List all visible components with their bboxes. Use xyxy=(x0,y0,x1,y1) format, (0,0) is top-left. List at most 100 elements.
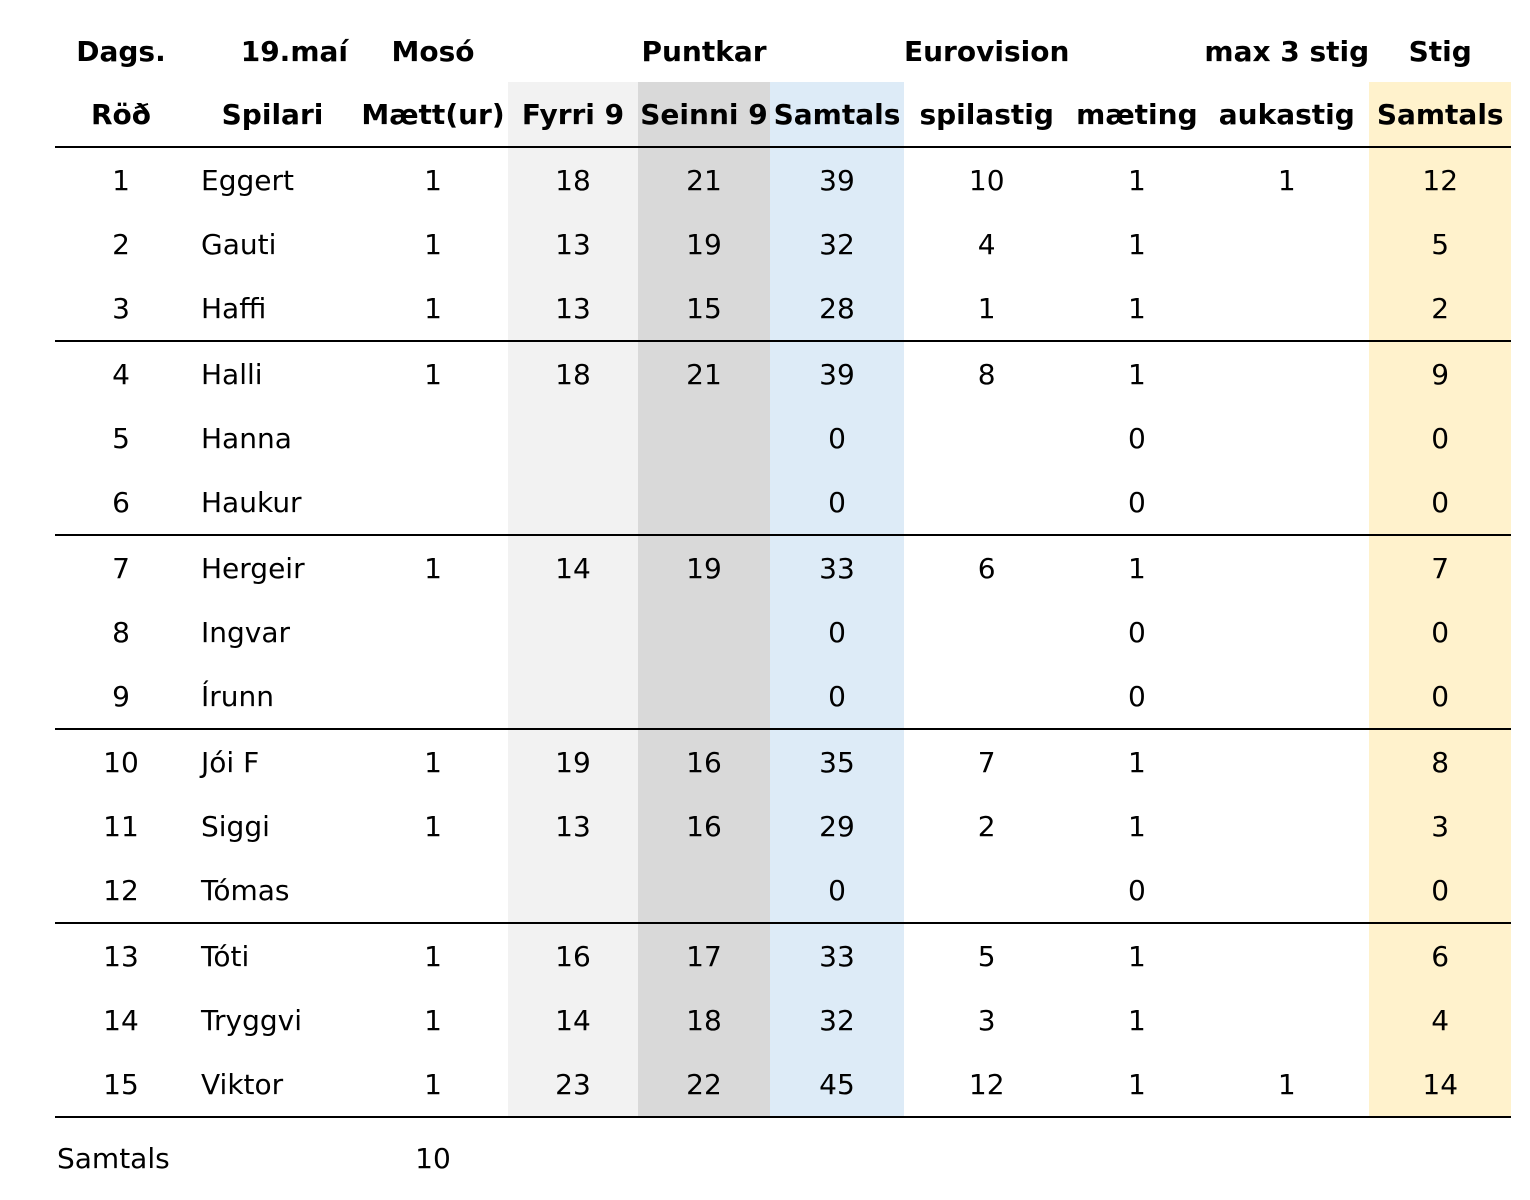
table-row: 12 Tómas 0 0 0 xyxy=(55,858,1512,924)
cell-samtals: 45 xyxy=(770,1052,904,1118)
cell-maett xyxy=(358,470,508,536)
cell-maett xyxy=(358,858,508,924)
col-header-spilari: Spilari xyxy=(187,82,358,148)
cell-player-name: Tómas xyxy=(187,858,358,924)
cell-spilastig: 3 xyxy=(977,1003,996,1037)
cell-rod: 11 xyxy=(103,809,139,843)
cell-stig: 0 xyxy=(1369,406,1512,470)
cell-player-name: Hanna xyxy=(201,421,292,455)
cell-maeting: 0 xyxy=(1069,664,1205,730)
cell-player-name: Haukur xyxy=(187,470,358,536)
cell-samtals: 0 xyxy=(770,858,904,924)
cell-maeting: 1 xyxy=(1127,357,1146,391)
cell-fyrri: 14 xyxy=(508,535,638,600)
cell-aukastig xyxy=(1204,470,1370,536)
cell-samtals: 0 xyxy=(770,664,904,730)
cell-seinni: 19 xyxy=(638,212,770,276)
cell-fyrri xyxy=(508,858,638,924)
cell-seinni: 17 xyxy=(638,923,770,988)
cell-maeting: 1 xyxy=(1069,276,1205,342)
cell-samtals: 29 xyxy=(770,794,904,858)
cell-aukastig xyxy=(1204,729,1369,794)
table-row: 13 Tóti 1 16 17 33 5 1 6 xyxy=(55,923,1512,988)
cell-stig: 9 xyxy=(1369,341,1512,406)
cell-aukastig xyxy=(1204,858,1370,924)
cell-rod: 5 xyxy=(112,421,130,455)
cell-player-name: Ingvar xyxy=(201,615,291,649)
cell-maett: 1 xyxy=(358,1052,508,1118)
table-row: 11 Siggi 1 13 16 29 2 1 3 xyxy=(55,794,1512,858)
cell-seinni xyxy=(638,406,770,470)
cell-samtals: 0 xyxy=(770,406,904,470)
total-empty-cell xyxy=(904,1117,1069,1198)
total-empty-cell xyxy=(1069,1117,1204,1198)
cell-maett xyxy=(358,406,508,470)
cell-aukastig xyxy=(1204,406,1369,470)
cell-maett xyxy=(358,600,508,664)
score-table: Dags. 19.maí Mosó Puntkar Eurovision max… xyxy=(55,20,1512,1198)
cell-samtals: 0 xyxy=(770,600,904,664)
cell-rod: 14 xyxy=(103,1003,139,1037)
cell-spilastig: 4 xyxy=(977,227,996,261)
cell-player-name: Haffi xyxy=(187,276,358,342)
eurovision-label: Eurovision xyxy=(904,34,1070,68)
header-row: Röð Spilari Mætt(ur) Fyrri 9 Seinni 9 Sa… xyxy=(55,82,1512,148)
table-row: 15 Viktor 1 23 22 45 12 1 1 14 xyxy=(55,1052,1512,1118)
cell-aukastig xyxy=(1204,988,1369,1052)
total-label: Samtals xyxy=(57,1141,170,1175)
cell-seinni xyxy=(638,858,770,924)
cell-samtals: 39 xyxy=(770,341,904,406)
cell-spilastig xyxy=(904,664,1070,730)
cell-seinni: 16 xyxy=(638,729,770,794)
col-header-maett: Mætt(ur) xyxy=(358,82,508,148)
cell-player-name: Gauti xyxy=(201,227,277,261)
col-header-stig-samtals: Samtals xyxy=(1369,82,1512,148)
total-maett: 10 xyxy=(415,1141,451,1175)
cell-seinni: 18 xyxy=(638,988,770,1052)
cell-maett: 1 xyxy=(424,227,442,261)
cell-rod: 3 xyxy=(55,276,187,342)
dags-label: Dags. xyxy=(76,34,166,68)
date-value: 19.maí xyxy=(240,34,348,68)
cell-spilastig xyxy=(904,470,1070,536)
max-label: max 3 stig xyxy=(1204,34,1370,68)
cell-stig: 4 xyxy=(1369,988,1512,1052)
cell-rod: 8 xyxy=(112,615,130,649)
cell-player-name: Tryggvi xyxy=(201,1003,302,1037)
col-header-spilastig: spilastig xyxy=(904,82,1070,148)
cell-fyrri: 18 xyxy=(508,147,638,212)
cell-maeting: 1 xyxy=(1127,939,1146,973)
table-row: 10 Jói F 1 19 16 35 7 1 8 xyxy=(55,729,1512,794)
cell-maett: 1 xyxy=(358,276,508,342)
puntkar-label: Puntkar xyxy=(641,34,767,68)
cell-maett: 1 xyxy=(424,1003,442,1037)
cell-fyrri: 18 xyxy=(508,341,638,406)
cell-seinni: 16 xyxy=(638,794,770,858)
cell-seinni: 21 xyxy=(638,147,770,212)
cell-rod: 6 xyxy=(55,470,187,536)
cell-samtals: 33 xyxy=(770,535,904,600)
cell-maett: 1 xyxy=(424,939,442,973)
cell-stig: 0 xyxy=(1369,858,1512,924)
cell-player-name: Halli xyxy=(201,357,263,391)
cell-stig: 6 xyxy=(1369,923,1512,988)
cell-maeting: 1 xyxy=(1127,745,1146,779)
cell-player-name: Siggi xyxy=(201,809,270,843)
cell-rod: 1 xyxy=(112,163,130,197)
cell-seinni: 21 xyxy=(638,341,770,406)
cell-aukastig: 1 xyxy=(1204,1052,1370,1118)
cell-seinni xyxy=(638,664,770,730)
cell-samtals: 32 xyxy=(770,988,904,1052)
cell-player-name: Eggert xyxy=(201,163,294,197)
total-row: Samtals 10 xyxy=(55,1117,1511,1198)
total-empty-cell xyxy=(1369,1117,1511,1198)
table-row: 1 Eggert 1 18 21 39 10 1 1 12 xyxy=(55,147,1512,212)
cell-maett: 1 xyxy=(424,163,442,197)
cell-fyrri xyxy=(508,406,638,470)
cell-aukastig xyxy=(1204,600,1369,664)
col-header-fyrri: Fyrri 9 xyxy=(508,82,638,148)
cell-maeting: 1 xyxy=(1127,227,1146,261)
cell-seinni xyxy=(638,600,770,664)
cell-spilastig xyxy=(904,858,1070,924)
cell-fyrri: 23 xyxy=(508,1052,638,1118)
